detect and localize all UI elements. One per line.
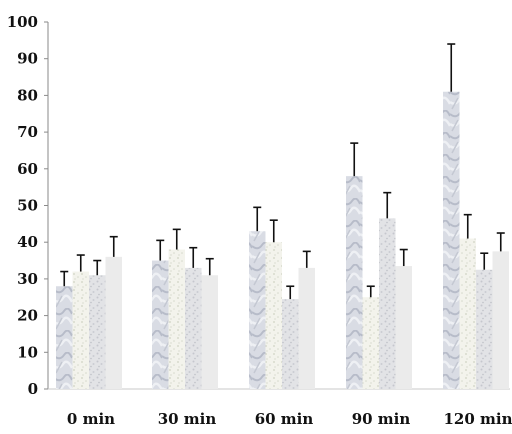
x-tick-label: 30 min [158, 410, 217, 428]
x-tick-label: 120 min [443, 410, 512, 428]
error-bar [366, 285, 375, 298]
error-bar [302, 250, 311, 268]
y-tick-label: 40 [17, 233, 38, 251]
y-tick-label: 60 [17, 160, 38, 178]
bar [201, 275, 218, 389]
error-bar [93, 259, 102, 276]
error-bar [269, 219, 278, 243]
bar [362, 297, 379, 389]
bar [72, 271, 89, 389]
bar [249, 231, 266, 389]
bar [476, 269, 493, 389]
error-bar [205, 257, 214, 276]
error-bar [156, 239, 165, 261]
bar [56, 286, 73, 389]
y-tick-label: 70 [17, 123, 38, 141]
error-bar [253, 206, 262, 232]
bar [492, 251, 509, 389]
y-tick-label: 0 [28, 380, 38, 398]
error-bars [60, 43, 505, 300]
y-tick-label: 10 [17, 343, 38, 361]
bar [152, 260, 169, 389]
error-bar [383, 191, 392, 219]
error-bar [189, 246, 198, 268]
bar [89, 275, 106, 389]
bar [185, 267, 202, 389]
y-tick-label: 80 [17, 86, 38, 104]
error-bar [480, 252, 489, 270]
bar [346, 176, 363, 389]
error-bar [60, 270, 69, 287]
bar [282, 299, 299, 389]
x-tick-label: 0 min [67, 410, 115, 428]
error-bar [447, 43, 456, 92]
error-bar [76, 254, 85, 272]
y-tick-label: 100 [7, 13, 38, 31]
x-tick-label: 90 min [352, 410, 411, 428]
bar [265, 242, 282, 389]
error-bar [463, 213, 472, 239]
bar [395, 266, 412, 389]
x-axis: 0 min 30 min 60 min 90 min 120 min [48, 388, 512, 428]
bar [379, 218, 396, 389]
y-tick-label: 20 [17, 307, 38, 325]
error-bar [350, 142, 359, 177]
error-bar [286, 285, 295, 300]
error-bar [172, 228, 181, 250]
y-tick-label: 90 [17, 50, 38, 68]
bar [459, 238, 476, 389]
bar [298, 267, 315, 389]
y-tick-label: 50 [17, 197, 38, 215]
x-tick-label: 60 min [255, 410, 314, 428]
error-bar [496, 232, 505, 252]
bar [443, 91, 460, 389]
bar [168, 249, 185, 389]
error-bar [109, 235, 118, 257]
y-axis: 0 10 20 30 40 50 60 70 80 90 100 [7, 13, 49, 398]
bar [105, 256, 122, 389]
bars [56, 91, 509, 389]
y-tick-label: 30 [17, 270, 38, 288]
error-bar [399, 248, 408, 267]
